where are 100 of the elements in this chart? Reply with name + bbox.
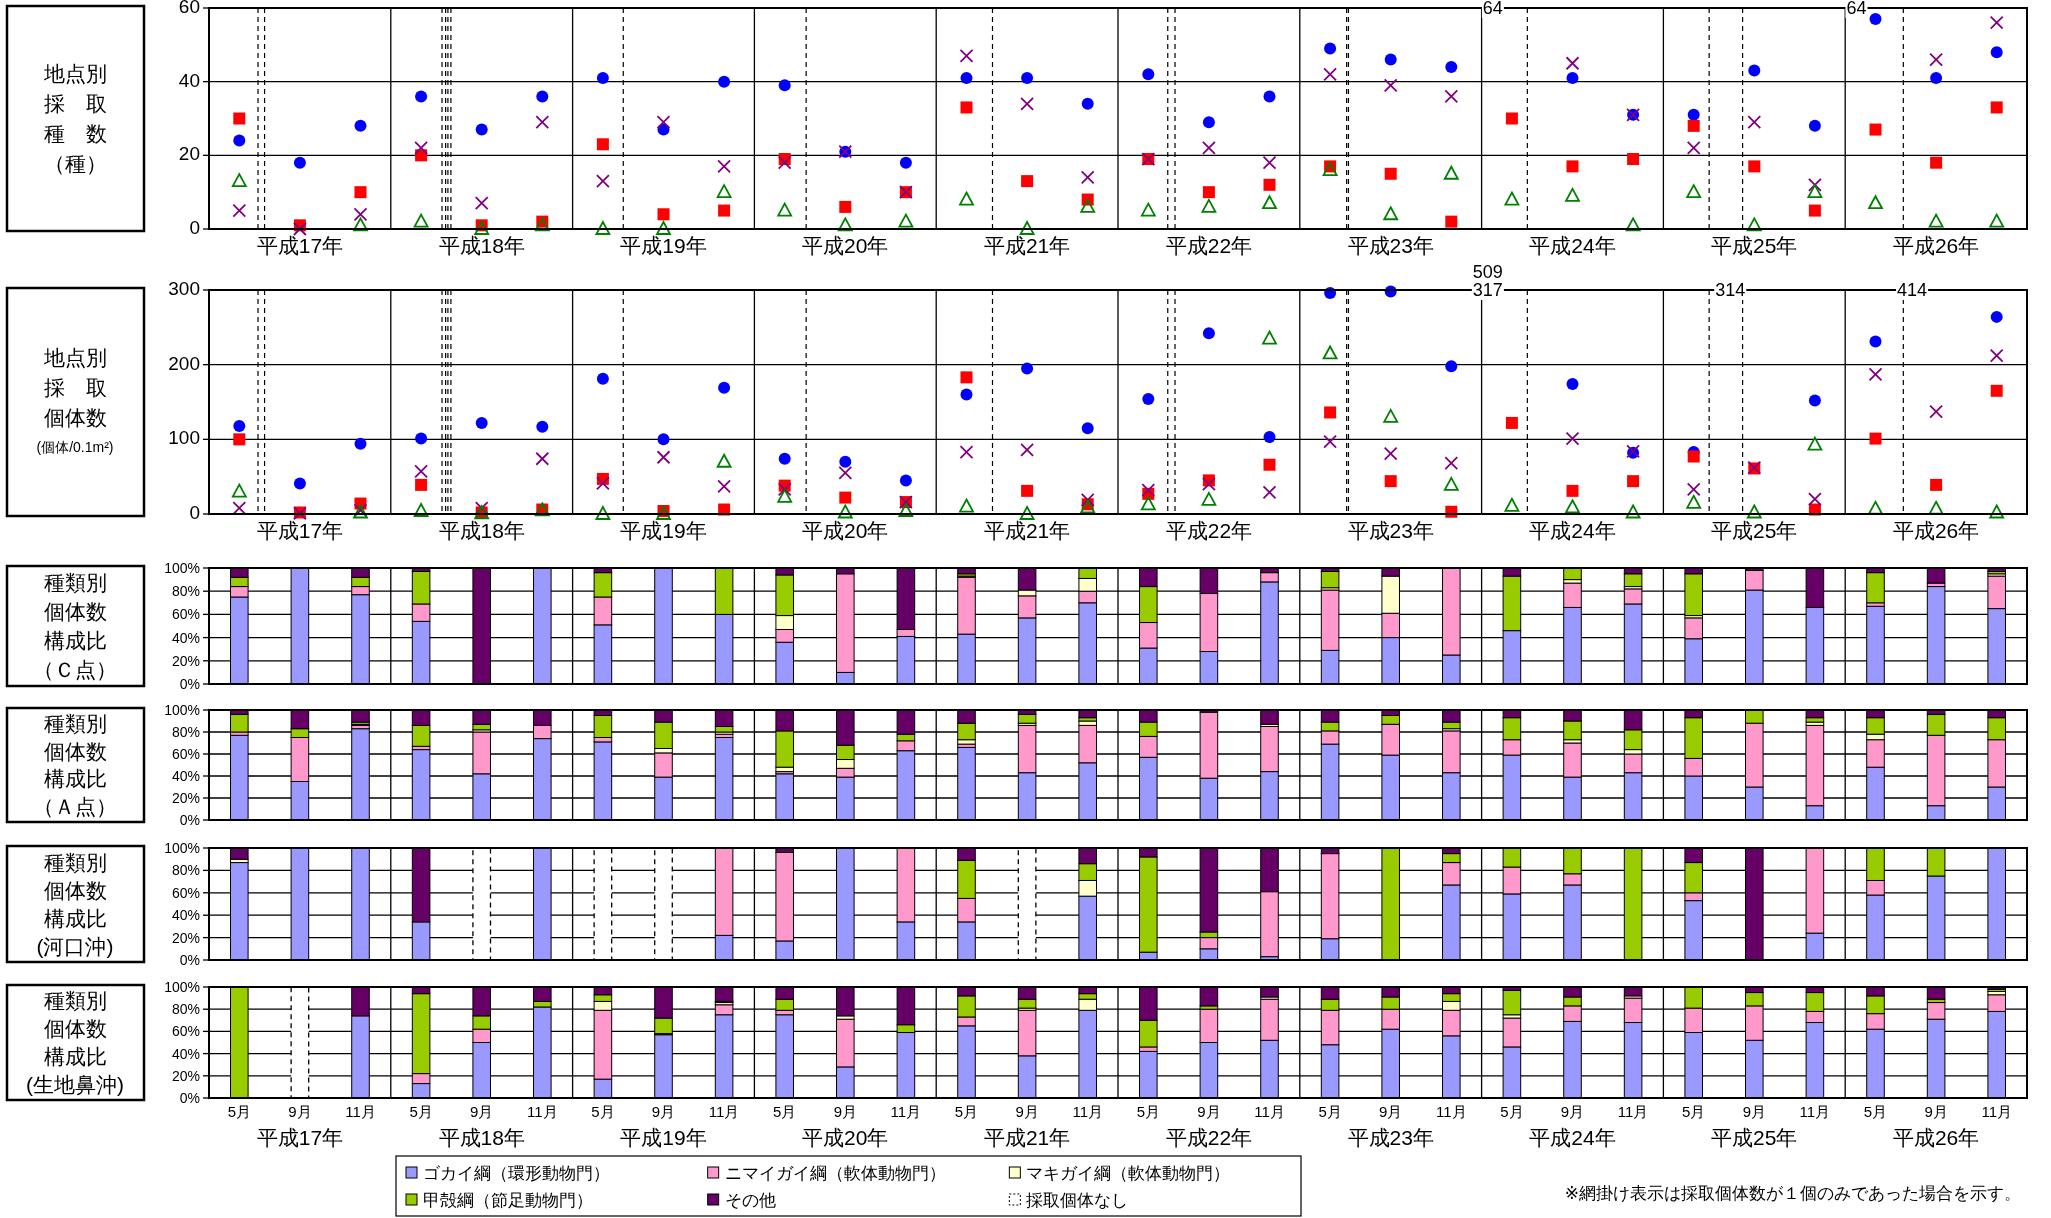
y-tick-label: 80% — [171, 862, 200, 879]
text: 平成26年 — [1892, 1126, 1980, 1149]
x-tick-label: 5月 — [1863, 1103, 1888, 1120]
text: 平成19年 — [620, 1126, 707, 1149]
x-tick-label: 5月 — [227, 1103, 251, 1120]
text: 平成17年 — [256, 519, 344, 542]
y-tick-label: 80% — [171, 724, 200, 740]
x-tick-label: 9月 — [288, 1103, 312, 1120]
y-tick-label: 40% — [171, 768, 200, 784]
y-axis-title: 地点別採 取種 数（種） — [42, 62, 107, 176]
legend-label: 甲殻綱（節足動物門） — [423, 1191, 593, 1210]
text: 平成23年 — [1347, 234, 1434, 257]
legend-label: マキガイ綱（軟体動物門） — [1026, 1164, 1231, 1183]
y-tick-label: 100% — [164, 979, 200, 995]
y-tick-label: 20% — [171, 1067, 200, 1084]
annotation: 414 — [1897, 280, 1928, 300]
y-tick-label: 20 — [178, 143, 200, 165]
text: 平成24年 — [1529, 1126, 1616, 1149]
text: 509 — [1472, 262, 1503, 282]
y-tick-label: 60% — [171, 606, 200, 623]
text: 平成22年 — [1165, 519, 1253, 542]
x-tick-label: 9月 — [1924, 1103, 1948, 1120]
y-tick-label: 0% — [179, 676, 200, 692]
x-tick-label: 11月 — [890, 1103, 922, 1120]
x-tick-label: 11月 — [1617, 1103, 1649, 1120]
y-tick-label: 40 — [178, 69, 200, 91]
text: 平成20年 — [802, 519, 889, 542]
text: 平成17年 — [256, 234, 344, 257]
y-tick-label: 40% — [171, 629, 200, 646]
y-tick-label: 20% — [171, 790, 200, 806]
y-tick-label: 100% — [164, 702, 200, 718]
legend-label: その他 — [724, 1191, 776, 1210]
annotation: 64 — [1846, 0, 1867, 18]
x-tick-label: 5月 — [591, 1103, 615, 1120]
x-tick-label: 11月 — [345, 1103, 376, 1120]
y-tick-label: 60 — [178, 0, 200, 17]
text: 平成25年 — [1711, 234, 1798, 257]
x-tick-label: 9月 — [1197, 1103, 1221, 1120]
text: 平成17年 — [256, 1126, 344, 1149]
y-tick-label: 80% — [171, 583, 200, 600]
text: 平成22年 — [1165, 234, 1253, 257]
y-tick-label: 100% — [164, 840, 200, 856]
legend-label: ニマイガイ綱（軟体動物門） — [724, 1164, 946, 1183]
text: 平成19年 — [620, 234, 707, 257]
y-axis-title: 種類別個体数構成比（Ａ点） — [33, 712, 117, 818]
x-tick-label: 9月 — [1015, 1103, 1039, 1120]
x-tick-label: 5月 — [1136, 1103, 1160, 1120]
x-tick-label: 9月 — [1379, 1103, 1403, 1120]
x-tick-label: 11月 — [1981, 1103, 2012, 1120]
text: 平成25年 — [1711, 1126, 1798, 1149]
x-tick-label: 9月 — [1742, 1103, 1766, 1120]
text: 平成21年 — [983, 234, 1071, 257]
y-tick-label: 20% — [171, 652, 200, 669]
text: 平成25年 — [1711, 519, 1798, 542]
x-tick-label: 5月 — [1500, 1103, 1524, 1120]
y-tick-label: 60% — [171, 746, 200, 762]
x-tick-label: 11月 — [1436, 1103, 1467, 1120]
y-tick-label: 20% — [171, 929, 200, 946]
x-tick-label: 11月 — [1254, 1103, 1285, 1120]
y-tick-label: 0% — [179, 812, 200, 828]
x-tick-label: 5月 — [1318, 1103, 1342, 1120]
x-tick-label: 11月 — [1799, 1103, 1831, 1120]
x-tick-label: 9月 — [470, 1103, 494, 1120]
y-tick-label: 0% — [179, 952, 200, 968]
text: 平成18年 — [438, 519, 525, 542]
x-tick-label: 5月 — [954, 1103, 979, 1120]
text: 平成21年 — [983, 519, 1071, 542]
annotation: 314 — [1715, 280, 1746, 300]
annotation: 317 — [1472, 280, 1503, 300]
y-axis-title: 種類別個体数構成比(生地鼻沖) — [26, 989, 124, 1096]
y-tick-label: 80% — [171, 1001, 200, 1018]
x-tick-label: 11月 — [708, 1103, 740, 1120]
y-tick-label: 100% — [164, 560, 200, 576]
y-tick-label: 300 — [168, 278, 200, 299]
x-tick-label: 11月 — [1072, 1103, 1103, 1120]
x-tick-label: 9月 — [833, 1103, 857, 1120]
legend-label: ゴカイ綱（環形動物門） — [423, 1164, 610, 1183]
y-tick-label: 0% — [179, 1090, 200, 1106]
text: 平成21年 — [983, 1126, 1071, 1149]
x-tick-label: 5月 — [1682, 1103, 1706, 1120]
text: 平成18年 — [438, 234, 525, 257]
legend-label: 採取個体なし — [1026, 1191, 1129, 1210]
x-tick-label: 5月 — [409, 1103, 433, 1120]
text: ※網掛け表示は採取個体数が１個のみであった場合を示す。 — [1564, 1184, 2021, 1203]
text: 平成26年 — [1892, 519, 1980, 542]
y-tick-label: 100 — [168, 427, 200, 449]
y-axis-title: 種類別個体数構成比(河口沖) — [36, 850, 114, 958]
y-tick-label: 40% — [171, 1045, 200, 1062]
text: 平成19年 — [620, 519, 707, 542]
y-tick-label: 60% — [171, 1023, 200, 1040]
x-tick-label: 9月 — [651, 1103, 676, 1120]
text: 平成23年 — [1347, 1126, 1434, 1149]
text: 平成24年 — [1529, 519, 1616, 542]
y-tick-label: 0 — [189, 502, 200, 523]
y-tick-label: 60% — [171, 884, 200, 901]
text: 平成26年 — [1892, 234, 1980, 257]
text: 平成20年 — [802, 1126, 889, 1149]
x-tick-label: 9月 — [1560, 1103, 1585, 1120]
annotation: 64 — [1482, 0, 1503, 18]
text: 平成23年 — [1347, 519, 1434, 542]
